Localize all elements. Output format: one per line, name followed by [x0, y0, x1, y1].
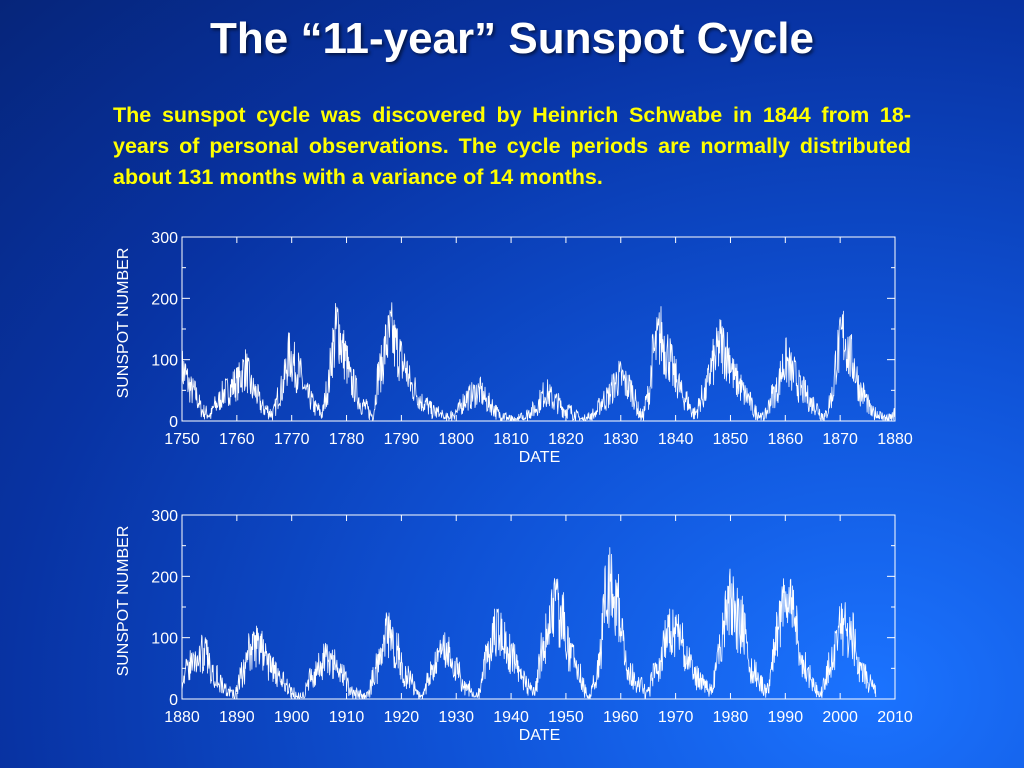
y-tick-label: 0: [169, 414, 178, 431]
slide-title: The “11-year” Sunspot Cycle: [210, 14, 814, 63]
y-tick-label: 200: [151, 569, 178, 586]
x-tick-label: 1820: [548, 431, 584, 448]
x-tick-label: 2010: [877, 709, 913, 726]
y-axis-title: SUNSPOT NUMBER: [115, 526, 132, 677]
x-tick-label: 1860: [768, 431, 804, 448]
x-tick-label: 1880: [164, 709, 200, 726]
x-tick-label: 2000: [822, 709, 858, 726]
y-tick-label: 300: [151, 230, 178, 247]
x-tick-label: 1760: [219, 431, 255, 448]
plot-frame: [181, 236, 896, 422]
x-tick-label: 1780: [329, 431, 365, 448]
y-tick-label: 0: [169, 692, 178, 709]
y-tick-label: 200: [151, 291, 178, 308]
x-tick-label: 1770: [274, 431, 310, 448]
x-tick-label: 1800: [438, 431, 474, 448]
x-tick-label: 1950: [548, 709, 584, 726]
x-tick-label: 1920: [384, 709, 420, 726]
x-tick-label: 1830: [603, 431, 639, 448]
x-tick-label: 1970: [658, 709, 694, 726]
sunspot-chart-1750-1880: 1750 1760 1770 1780 1790 1800 1810 1820 1830 1840…: [115, 230, 913, 466]
y-tick-label: 100: [151, 353, 178, 370]
x-tick-label: 1850: [713, 431, 749, 448]
sunspot-series-line: [181, 547, 877, 700]
y-tick-label: 300: [151, 508, 178, 525]
x-tick-label: 1810: [493, 431, 529, 448]
x-tick-label: 1940: [493, 709, 529, 726]
x-axis-title: DATE: [519, 727, 560, 744]
slide-body-text: The sunspot cycle was discovered by Hein…: [113, 103, 911, 189]
y-axis-title: SUNSPOT NUMBER: [115, 248, 132, 399]
sunspot-chart-1880-2010: 1880 1890 1900 1910 1920 1930 1940 1950 1960 1970…: [115, 508, 913, 744]
x-tick-label: 1980: [713, 709, 749, 726]
y-tick-label: 100: [151, 631, 178, 648]
x-tick-label: 1840: [658, 431, 694, 448]
sunspot-series-line: [181, 302, 896, 422]
x-tick-label: 1990: [768, 709, 804, 726]
x-tick-label: 1900: [274, 709, 310, 726]
x-axis-title: DATE: [519, 449, 560, 466]
x-tick-label: 1880: [877, 431, 913, 448]
x-tick-label: 1870: [822, 431, 858, 448]
x-tick-label: 1910: [329, 709, 365, 726]
x-tick-label: 1890: [219, 709, 255, 726]
x-tick-label: 1750: [164, 431, 200, 448]
x-tick-label: 1930: [438, 709, 474, 726]
x-tick-label: 1790: [384, 431, 420, 448]
x-tick-label: 1960: [603, 709, 639, 726]
